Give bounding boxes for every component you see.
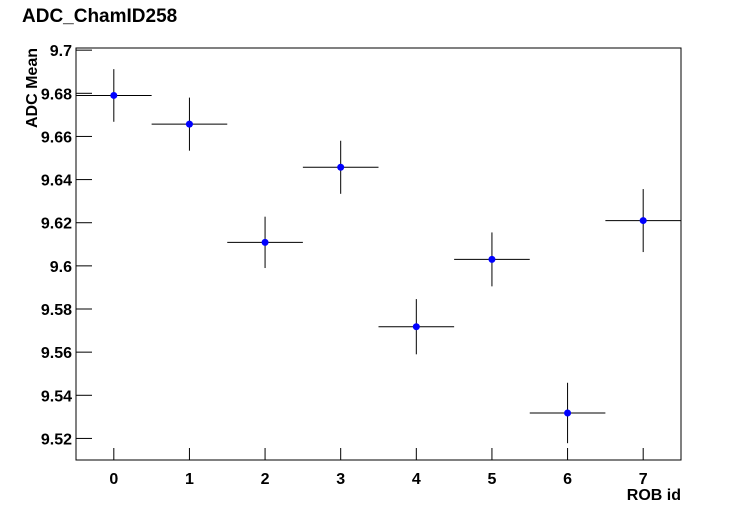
data-point <box>261 238 269 246</box>
y-axis-label: ADC Mean <box>24 48 41 128</box>
x-tick-label: 5 <box>487 471 496 488</box>
chart-title: ADC_ChamID258 <box>22 6 177 27</box>
y-tick-label: 9.6 <box>50 259 72 276</box>
y-tick-label: 9.64 <box>41 173 72 190</box>
data-point <box>488 255 496 263</box>
y-tick-label: 9.7 <box>50 43 72 60</box>
x-axis-label: ROB id <box>627 487 681 504</box>
y-tick-label: 9.56 <box>41 345 72 362</box>
data-point <box>564 409 572 417</box>
data-point <box>185 120 193 128</box>
x-tick-label: 0 <box>109 471 118 488</box>
data-point <box>639 217 647 225</box>
y-tick-label: 9.58 <box>41 302 72 319</box>
plot-frame <box>75 47 682 461</box>
x-tick-label: 7 <box>639 471 648 488</box>
x-tick-label: 4 <box>412 471 421 488</box>
x-tick-label: 3 <box>336 471 345 488</box>
y-tick-label: 9.52 <box>41 431 72 448</box>
x-tick-label: 1 <box>185 471 194 488</box>
y-tick-label: 9.68 <box>41 86 72 103</box>
y-tick-label: 9.54 <box>41 388 72 405</box>
y-tick-label: 9.66 <box>41 129 72 146</box>
x-tick-label: 2 <box>261 471 270 488</box>
data-point <box>412 323 420 331</box>
data-point <box>110 91 118 99</box>
y-tick-label: 9.62 <box>41 216 72 233</box>
data-point <box>337 163 345 171</box>
x-tick-label: 6 <box>563 471 572 488</box>
